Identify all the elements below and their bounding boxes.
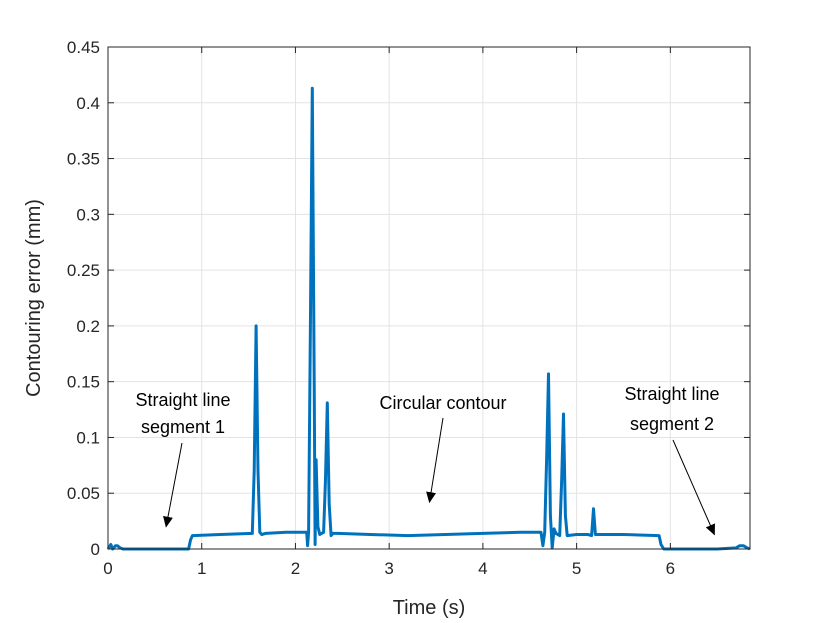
annotation-segment-2-line-1: Straight line bbox=[624, 384, 719, 404]
x-tick-label: 3 bbox=[384, 559, 393, 578]
y-tick-label: 0.45 bbox=[67, 38, 100, 57]
annotation-segment-1-line-2: segment 1 bbox=[141, 417, 225, 437]
ticks: 0 1 2 3 4 5 6 0 0.05 0.1 0.15 0.2 0.25 0.3 0.35 0.4 0.45 bbox=[67, 38, 750, 578]
x-tick-label: 0 bbox=[103, 559, 112, 578]
x-tick-label: 2 bbox=[291, 559, 300, 578]
y-tick-label: 0.05 bbox=[67, 484, 100, 503]
y-tick-label: 0.1 bbox=[76, 428, 100, 447]
x-tick-label: 5 bbox=[572, 559, 581, 578]
annotation-arrow-segment-2 bbox=[672, 439, 715, 536]
series-line bbox=[106, 86, 751, 551]
y-tick-label: 0.2 bbox=[76, 317, 100, 336]
y-tick-label: 0 bbox=[91, 540, 100, 559]
x-tick-label: 1 bbox=[197, 559, 206, 578]
x-tick-label: 4 bbox=[478, 559, 487, 578]
y-axis-label: Contouring error (mm) bbox=[23, 199, 45, 397]
annotation-arrow-circular bbox=[426, 417, 444, 504]
y-tick-label: 0.35 bbox=[67, 150, 100, 169]
y-tick-label: 0.3 bbox=[76, 205, 100, 224]
annotation-segment-2-line-2: segment 2 bbox=[630, 414, 714, 434]
x-tick-label: 6 bbox=[666, 559, 675, 578]
annotation-segment-1-line-1: Straight line bbox=[135, 390, 230, 410]
y-tick-label: 0.15 bbox=[67, 373, 100, 392]
axes-box bbox=[107, 46, 751, 550]
y-tick-label: 0.25 bbox=[67, 261, 100, 280]
grid bbox=[107, 46, 750, 550]
x-axis-label: Time (s) bbox=[393, 597, 466, 619]
plot-area bbox=[106, 86, 751, 551]
annotation-arrow-segment-1 bbox=[163, 442, 183, 528]
y-tick-label: 0.4 bbox=[76, 94, 100, 113]
annotation-circular-contour: Circular contour bbox=[379, 393, 506, 413]
